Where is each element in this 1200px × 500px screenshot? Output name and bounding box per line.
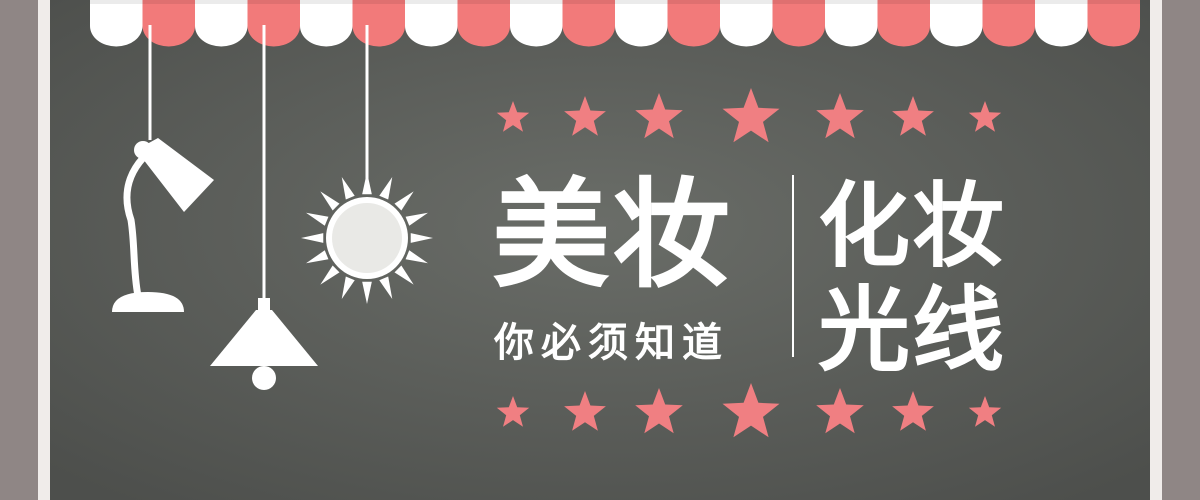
awning-scallop (457, 0, 510, 47)
title-right: 化妆 光线 (818, 175, 1018, 383)
awning-scallop (720, 0, 773, 47)
sun-ray (362, 172, 372, 195)
sun-ray (306, 212, 329, 226)
awning-scallop (405, 0, 458, 47)
board-surface (50, 0, 1150, 500)
sun-ray (405, 212, 428, 226)
sun-lamp-icon (301, 25, 433, 304)
awning-scallop (562, 0, 615, 47)
star-icon (968, 101, 1002, 132)
awning-scallop (90, 0, 143, 47)
star-icon (635, 388, 683, 434)
stars-top-row (496, 88, 1002, 143)
star-icon (496, 396, 530, 427)
sun-ray (341, 177, 355, 200)
awning-scallop (300, 0, 353, 47)
awning-scallop (825, 0, 878, 47)
star-icon (968, 396, 1002, 427)
awning-scallop (247, 0, 300, 47)
awning-scallop (615, 0, 668, 47)
title-right-line1: 化妆 (818, 173, 1007, 280)
title-right-line2: 光线 (818, 277, 1007, 384)
star-icon (892, 391, 934, 431)
star-icon (564, 96, 606, 136)
desk-lamp-icon (112, 25, 214, 312)
sun-ray (301, 233, 324, 243)
sun-ray (394, 191, 414, 211)
star-icon (816, 93, 864, 139)
sun-ray (405, 250, 428, 264)
awning-scallop (877, 0, 930, 47)
awning-scallop (772, 0, 825, 47)
awning-scallop (930, 0, 983, 47)
sun-ray (394, 265, 414, 285)
star-icon (635, 93, 683, 139)
awning-scallop (1087, 0, 1140, 47)
sun-ray (320, 191, 340, 211)
sun-ray (410, 233, 433, 243)
awning-scallop (667, 0, 720, 47)
sun-ray (379, 177, 393, 200)
awning-scallop (352, 0, 405, 47)
stars-bottom-row (496, 383, 1002, 438)
sun-ray (379, 276, 393, 299)
star-icon (722, 383, 780, 438)
star-icon (892, 96, 934, 136)
star-icon (496, 101, 530, 132)
awning-scallop (510, 0, 563, 47)
sun-ray (306, 250, 329, 264)
title-main: 美妆 (492, 166, 733, 304)
awning-scallop (142, 0, 195, 47)
star-icon (816, 388, 864, 434)
awning (90, 0, 1140, 47)
sun-ray (362, 281, 372, 304)
subtitle: 你必须知道 (494, 320, 729, 366)
sun-ray (320, 265, 340, 285)
star-icon (722, 88, 780, 143)
awning-scallop (982, 0, 1035, 47)
pendant-lamp-icon (210, 25, 318, 390)
awning-scallop (1035, 0, 1088, 47)
star-icon (564, 391, 606, 431)
divider (792, 175, 794, 357)
awning-scallop (195, 0, 248, 47)
sun-ray (341, 276, 355, 299)
